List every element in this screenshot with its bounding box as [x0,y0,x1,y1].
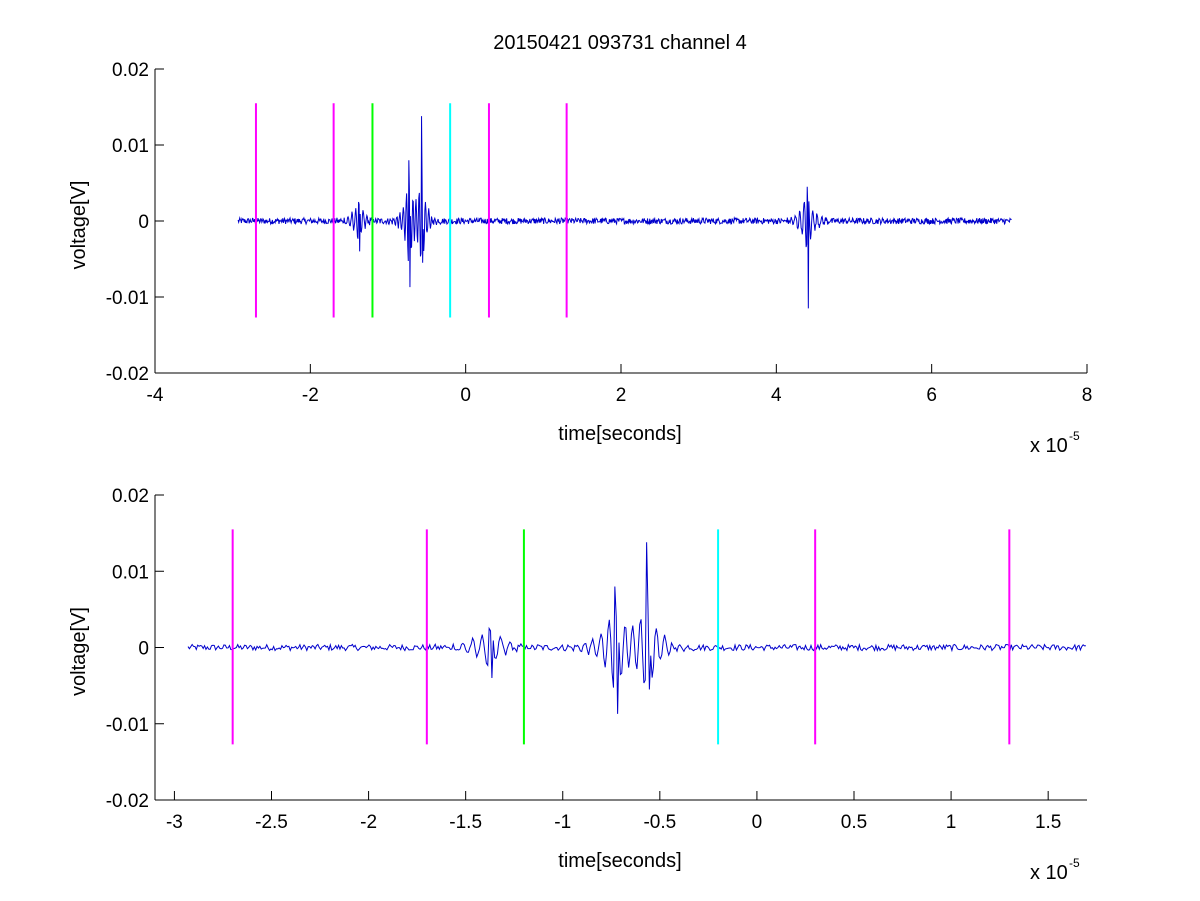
x-tick-label: 4 [771,385,782,406]
x-tick-label: 0 [460,385,471,406]
x-tick-label: 1 [946,812,957,833]
y-tick-label: -0.01 [106,715,149,736]
x-tick-label: 0.5 [841,812,867,833]
y-tick-label: -0.02 [106,791,149,812]
x-tick-label: 6 [926,385,937,406]
x-tick-label: 8 [1082,385,1093,406]
x-tick-label: -2 [302,385,319,406]
x-tick-label: -3 [166,812,183,833]
y-tick-label: 0 [138,212,149,233]
y-tick-label: -0.01 [106,288,149,309]
y-tick-label: 0.01 [112,136,149,157]
x-axis-label: time[seconds] [558,850,681,872]
x-exponent-label: x 10 [1030,862,1068,884]
x-exponent-label: x 10 [1030,435,1068,457]
x-tick-label: 0 [752,812,763,833]
x-tick-label: -2 [360,812,377,833]
signal-trace [187,542,1086,714]
y-tick-label: 0.02 [112,60,149,81]
y-tick-label: 0 [138,639,149,660]
x-tick-label: 2 [616,385,627,406]
y-axis-label: voltage[V] [68,607,90,696]
y-tick-label: 0.01 [112,562,149,583]
signal-trace [237,116,1012,309]
subplot-top: -0.02 -0.01 0 0.01 0.02 -4 -2 0 2 4 6 8 time[seconds… [68,60,1092,457]
x-tick-label: -1 [554,812,571,833]
subplot-bottom: -0.02 -0.01 0 0.01 0.02 -3 -2.5 -2 -1.5 -1 -0.5 0 0.… [68,486,1087,884]
x-exponent-power: -5 [1069,856,1080,870]
x-tick-label: -2.5 [255,812,288,833]
x-exponent-power: -5 [1069,429,1080,443]
x-tick-label: -1.5 [449,812,482,833]
y-axis-label: voltage[V] [68,181,90,270]
x-tick-label: 1.5 [1035,812,1061,833]
y-tick-label: -0.02 [106,364,149,385]
y-tick-label: 0.02 [112,486,149,507]
figure-title: 20150421 093731 channel 4 [493,32,747,54]
x-axis-label: time[seconds] [558,423,681,445]
x-tick-label: -4 [147,385,164,406]
x-tick-label: -0.5 [643,812,676,833]
